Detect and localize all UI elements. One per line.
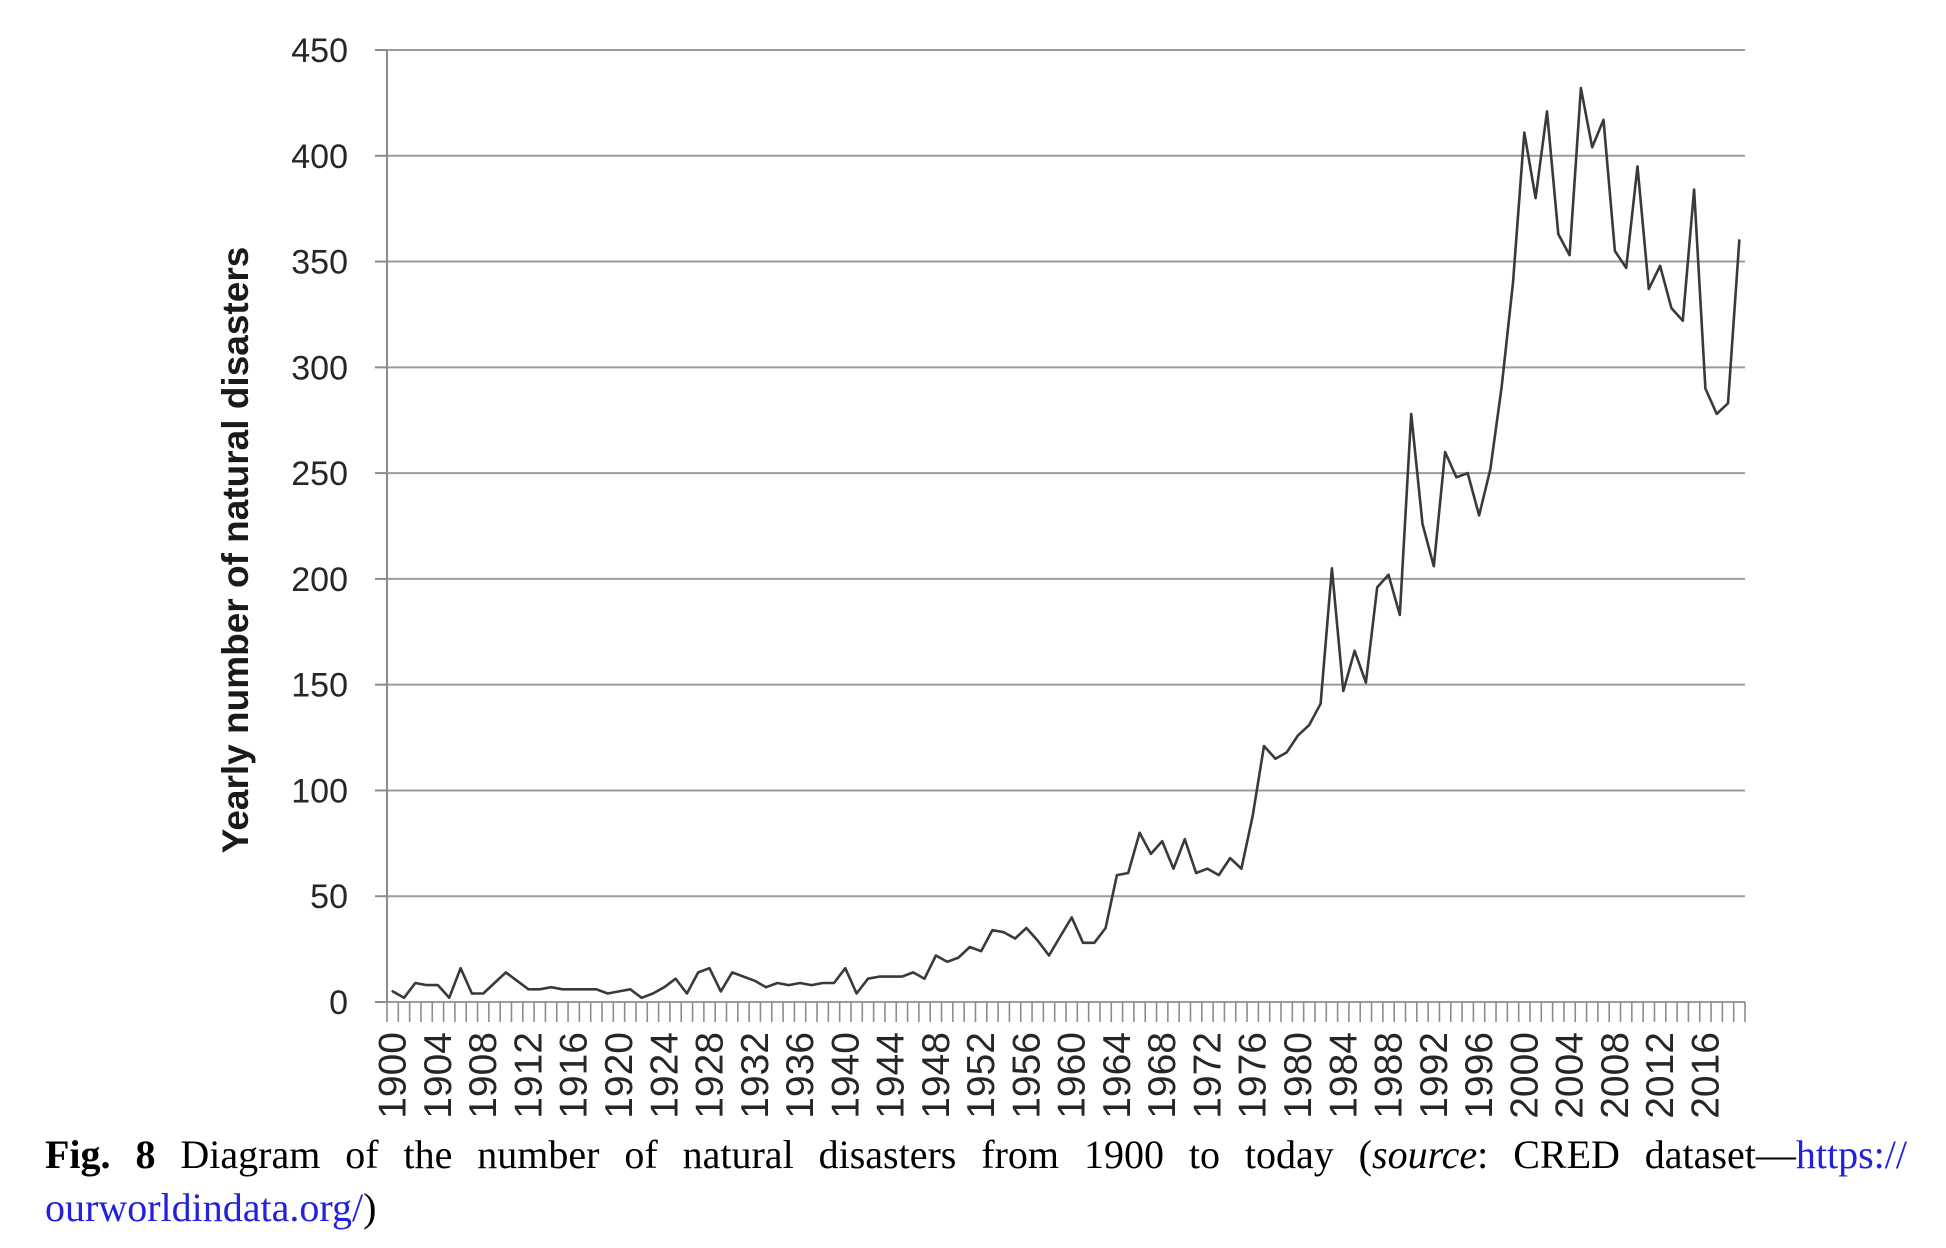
figure-caption: Fig. 8 Diagram of the number of natural …	[45, 1128, 1907, 1234]
x-tick-label: 1916	[553, 1032, 596, 1119]
x-tick-label: 1932	[734, 1032, 777, 1119]
x-tick-label: 1944	[870, 1032, 913, 1119]
x-tick-label: 1904	[417, 1032, 460, 1119]
x-tick-label: 1928	[689, 1032, 732, 1119]
x-tick-label: 1940	[824, 1032, 867, 1119]
x-tick-label: 2000	[1503, 1032, 1546, 1119]
y-tick-label: 350	[291, 244, 348, 282]
caption-closing-paren: )	[363, 1185, 377, 1230]
x-tick-label: 1948	[915, 1032, 958, 1119]
x-tick-label: 1996	[1458, 1032, 1501, 1119]
disasters-data-line	[391, 86, 1741, 1000]
caption-line-1: Fig. 8 Diagram of the number of natural …	[45, 1128, 1907, 1181]
y-tick-label: 50	[310, 878, 348, 916]
x-tick-label: 1952	[960, 1032, 1003, 1119]
y-tick-label: 400	[291, 138, 348, 176]
x-tick-label: 2012	[1639, 1032, 1682, 1119]
caption-link-part2[interactable]: ourworldindata.org/	[45, 1185, 364, 1230]
caption-source-word: source	[1372, 1132, 1478, 1177]
x-tick-label: 1956	[1005, 1032, 1048, 1119]
x-axis	[386, 1002, 1746, 1022]
x-tick-label: 1912	[507, 1032, 550, 1119]
x-tick-label: 1976	[1232, 1032, 1275, 1119]
gridlines	[387, 49, 1745, 1003]
y-tick-label: 200	[291, 561, 348, 599]
x-axis-tick-labels: 1900 1904 1908 1912 1916 1920 1924 1928 1932 1936…	[372, 1032, 1728, 1119]
x-tick-label: 1964	[1096, 1032, 1139, 1119]
x-tick-label: 1920	[598, 1032, 641, 1119]
y-tick-label: 0	[329, 984, 348, 1022]
y-axis-title: Yearly number of natural disasters	[215, 247, 256, 854]
x-tick-label: 2004	[1549, 1032, 1592, 1119]
figure-number-label: Fig. 8	[45, 1132, 156, 1177]
y-tick-label: 250	[291, 455, 348, 493]
x-tick-label: 1988	[1368, 1032, 1411, 1119]
y-axis	[375, 49, 388, 1003]
caption-line-2: ourworldindata.org/)	[45, 1181, 1907, 1234]
x-tick-label: 1972	[1186, 1032, 1229, 1119]
y-tick-label: 450	[291, 32, 348, 70]
caption-text: Diagram of the number of natural disaste…	[155, 1132, 1373, 1177]
x-tick-label: 1968	[1141, 1032, 1184, 1119]
x-tick-label: 1980	[1277, 1032, 1320, 1119]
y-axis-tick-labels: 0 50 100 150 200 250 300 350 400 450	[291, 32, 348, 1022]
x-tick-label: 2008	[1594, 1032, 1637, 1119]
y-tick-label: 150	[291, 667, 348, 705]
caption-link-part1[interactable]: https://	[1795, 1132, 1907, 1177]
line-chart-canvas: 0 50 100 150 200 250 300 350 400 450 1900 1904 1908…	[215, 32, 1746, 1119]
x-tick-label: 2016	[1684, 1032, 1727, 1119]
caption-after-source: : CRED dataset—	[1477, 1132, 1796, 1177]
x-tick-label: 1908	[462, 1032, 505, 1119]
x-tick-label: 1992	[1413, 1032, 1456, 1119]
y-tick-label: 300	[291, 349, 348, 387]
x-tick-label: 1960	[1051, 1032, 1094, 1119]
x-tick-label: 1984	[1322, 1032, 1365, 1119]
x-tick-label: 1924	[643, 1032, 686, 1119]
y-tick-label: 100	[291, 772, 348, 810]
natural-disasters-chart: 0 50 100 150 200 250 300 350 400 450 1900 1904 1908…	[215, 32, 1746, 1119]
x-tick-label: 1900	[372, 1032, 415, 1119]
x-tick-label: 1936	[779, 1032, 822, 1119]
